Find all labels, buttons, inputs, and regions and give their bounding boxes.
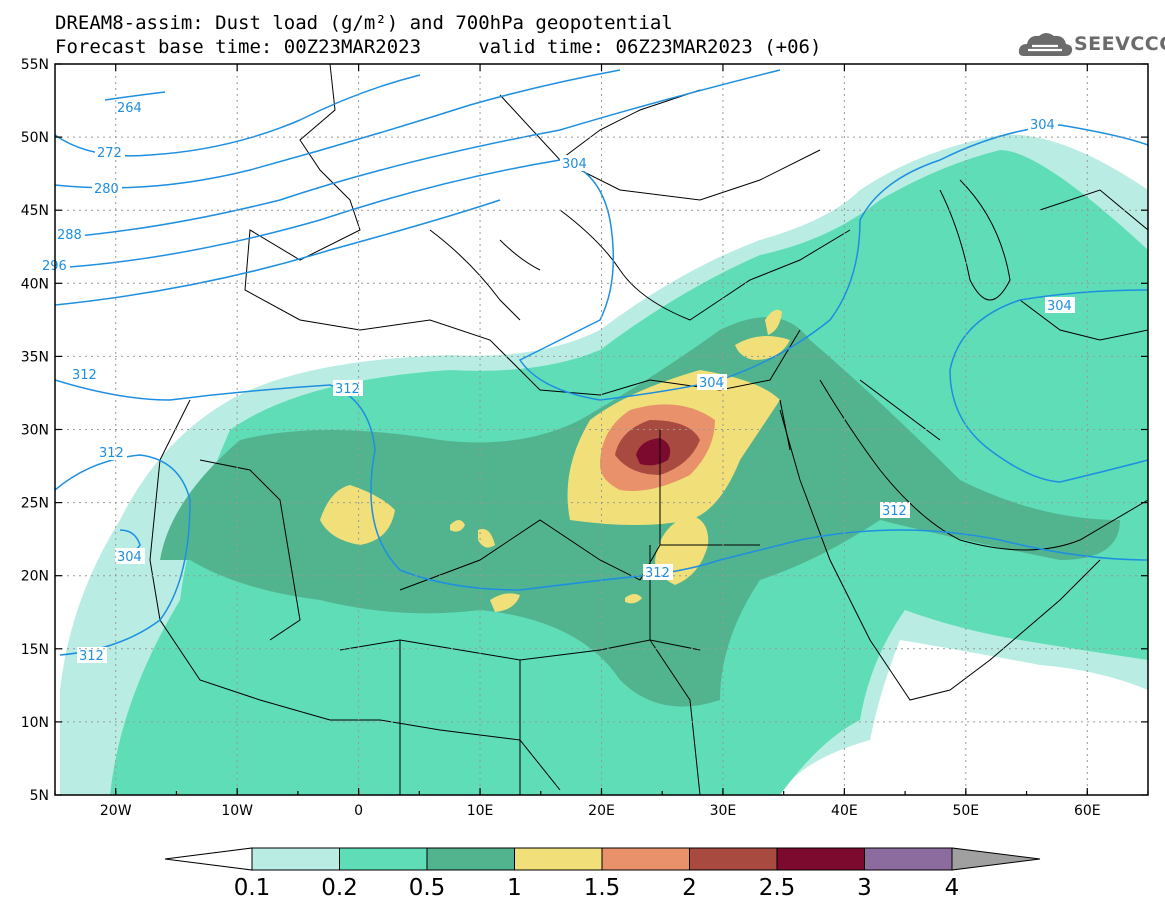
colorbar-label: 2.5 — [759, 875, 796, 901]
lon-label: 30E — [710, 803, 737, 819]
logo-text: SEEVCCC — [1074, 33, 1165, 55]
colorbar-box — [339, 847, 428, 871]
contour-label: 280 — [94, 182, 119, 197]
coastlines — [149, 64, 1148, 795]
lat-label: 35N — [21, 349, 49, 365]
colorbar-box — [689, 847, 778, 871]
dust-map: 264 272 280 288 296 304 312 312 312 312 … — [21, 57, 1149, 819]
contour-labels: 264 272 280 288 296 304 312 312 312 312 … — [40, 99, 1075, 664]
lat-label: 25N — [21, 496, 49, 512]
colorbar-box — [426, 847, 515, 871]
lat-axis-labels: 55N 50N 45N 40N 35N 30N 25N 20N 15N 10N 5N — [21, 57, 49, 804]
lat-label: 40N — [21, 276, 49, 292]
colorbar-box — [776, 847, 865, 871]
lat-label: 5N — [30, 788, 49, 804]
dust-level-2.5 — [636, 438, 671, 466]
map-grid — [55, 64, 1148, 795]
colorbar-label: 3 — [857, 875, 872, 901]
lon-label: 20W — [100, 803, 132, 819]
axis-ticks — [54, 63, 1149, 796]
lon-label: 50E — [952, 803, 979, 819]
lat-label: 55N — [21, 57, 49, 73]
colorbar: 0.1 0.2 0.5 1 1.5 2 2.5 3 4 — [164, 847, 1041, 901]
lat-label: 30N — [21, 423, 49, 439]
lon-label: 40E — [831, 803, 858, 819]
colorbar-label: 2 — [682, 875, 697, 901]
contour-label: 304 — [1030, 118, 1055, 133]
colorbar-boxes — [251, 847, 953, 871]
lat-label: 45N — [21, 203, 49, 219]
lon-label: 20E — [588, 803, 615, 819]
contour-label: 312 — [882, 504, 907, 519]
lon-label: 60E — [1074, 803, 1101, 819]
colorbar-box — [864, 847, 953, 871]
lat-label: 20N — [21, 569, 49, 585]
lat-label: 15N — [21, 642, 49, 658]
lon-label: 10W — [221, 803, 253, 819]
colorbar-label: 1.5 — [584, 875, 621, 901]
contour-label: 288 — [57, 228, 82, 243]
lon-label: 10E — [467, 803, 494, 819]
colorbar-high-arrow — [951, 847, 1041, 871]
contour-label: 312 — [79, 649, 104, 664]
lon-label: 0 — [354, 803, 363, 819]
contour-label: 312 — [99, 446, 124, 461]
geopotential-contours — [55, 69, 1148, 656]
contour-label: 272 — [97, 146, 122, 161]
colorbar-label: 4 — [945, 875, 960, 901]
colorbar-label: 0.5 — [409, 875, 446, 901]
contour-label: 312 — [72, 368, 97, 383]
colorbar-label: 1 — [507, 875, 522, 901]
colorbar-box — [514, 847, 603, 871]
colorbar-label: 0.2 — [321, 875, 358, 901]
contour-label: 312 — [335, 382, 360, 397]
lat-label: 50N — [21, 130, 49, 146]
contour-label: 312 — [645, 566, 670, 581]
lat-label: 10N — [21, 715, 49, 731]
lon-axis-labels: 20W 10W 0 10E 20E 30E 40E 50E 60E — [100, 803, 1101, 819]
colorbar-labels: 0.1 0.2 0.5 1 1.5 2 2.5 3 4 — [234, 875, 960, 901]
contour-label: 304 — [699, 376, 724, 391]
colorbar-label: 0.1 — [234, 875, 271, 901]
contour-label: 304 — [562, 157, 587, 172]
colorbar-box — [601, 847, 690, 871]
map-subtitle-times: Forecast base time: 00Z23MAR2023 valid t… — [55, 36, 822, 58]
cloud-logo-icon — [1018, 33, 1073, 56]
colorbar-box — [251, 847, 340, 871]
colorbar-low-arrow — [164, 847, 253, 871]
contour-label: 264 — [117, 101, 142, 116]
map-title: DREAM8-assim: Dust load (g/m²) and 700hP… — [55, 12, 673, 34]
contour-label: 304 — [1047, 299, 1072, 314]
contour-label: 304 — [117, 550, 142, 565]
